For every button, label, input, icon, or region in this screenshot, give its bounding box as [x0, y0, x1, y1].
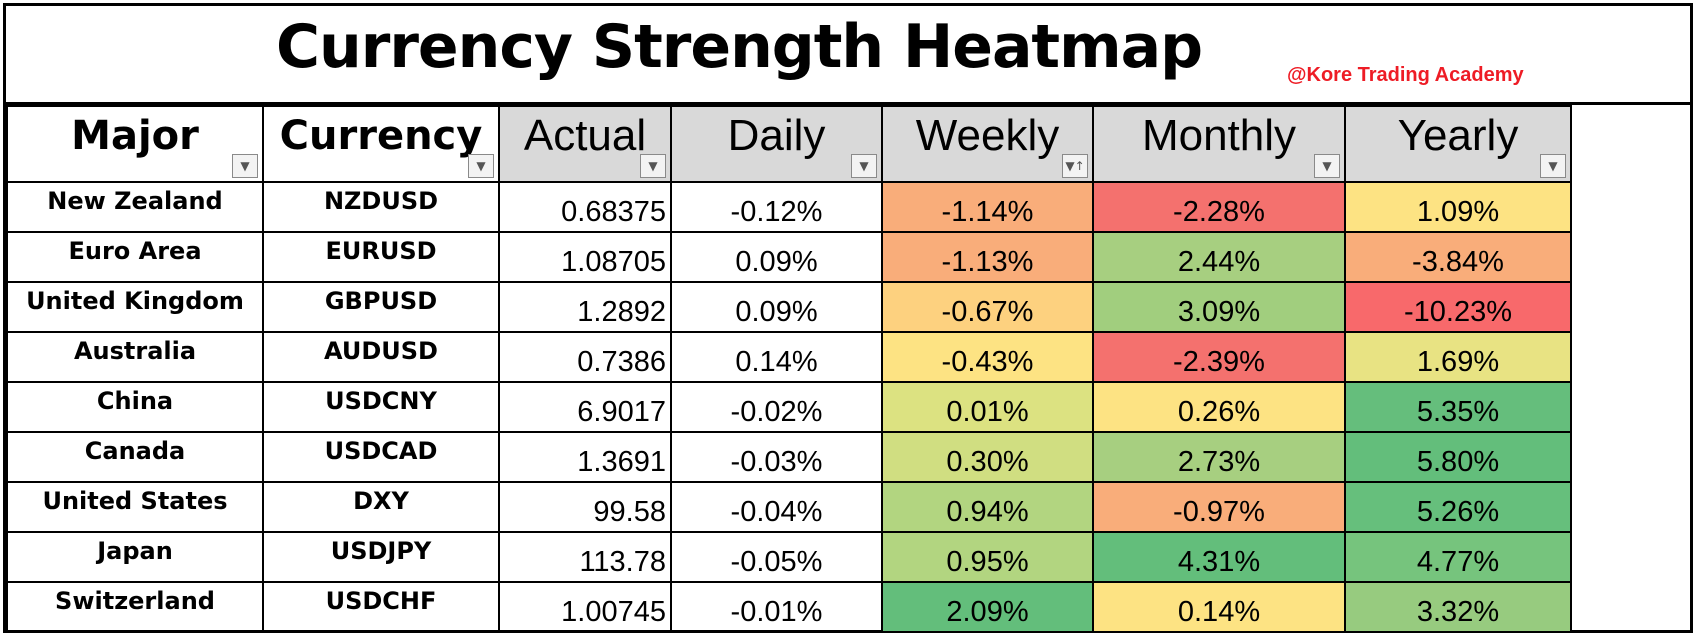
yearly-cell[interactable]: 5.80%: [1344, 431, 1572, 483]
daily-cell[interactable]: -0.03%: [670, 431, 883, 483]
daily-cell[interactable]: -0.12%: [670, 181, 883, 233]
actual-cell[interactable]: 1.3691: [498, 431, 672, 483]
major-cell[interactable]: United States: [6, 481, 264, 533]
currency-cell[interactable]: EURUSD: [262, 231, 500, 283]
actual-cell[interactable]: 1.08705: [498, 231, 672, 283]
table-row: Euro Area EURUSD 1.08705 0.09% -1.13% 2.…: [6, 231, 1572, 283]
actual-cell[interactable]: 0.7386: [498, 331, 672, 383]
filter-dropdown-icon[interactable]: ▼: [1540, 154, 1566, 178]
daily-cell[interactable]: -0.05%: [670, 531, 883, 583]
column-header-major: Major ▼: [6, 105, 264, 183]
column-header-monthly: Monthly ▼: [1092, 105, 1346, 183]
currency-cell[interactable]: AUDUSD: [262, 331, 500, 383]
weekly-cell[interactable]: 0.30%: [881, 431, 1094, 483]
filter-dropdown-icon[interactable]: ▼: [232, 154, 258, 178]
daily-cell[interactable]: 0.09%: [670, 231, 883, 283]
column-header-major-label: Major: [71, 113, 199, 159]
table-row: China USDCNY 6.9017 -0.02% 0.01% 0.26% 5…: [6, 381, 1572, 433]
column-header-weekly: Weekly ▼↑: [881, 105, 1094, 183]
column-header-yearly-label: Yearly: [1397, 111, 1519, 160]
major-cell[interactable]: Switzerland: [6, 581, 264, 633]
monthly-cell[interactable]: 2.73%: [1092, 431, 1346, 483]
major-cell[interactable]: China: [6, 381, 264, 433]
monthly-cell[interactable]: 0.14%: [1092, 581, 1346, 633]
daily-cell[interactable]: 0.09%: [670, 281, 883, 333]
yearly-cell[interactable]: 3.32%: [1344, 581, 1572, 633]
header-row: Major ▼ Currency ▼ Actual ▼ Daily ▼ Week…: [6, 105, 1572, 183]
major-cell[interactable]: Japan: [6, 531, 264, 583]
column-header-currency: Currency ▼: [262, 105, 500, 183]
yearly-cell[interactable]: 1.09%: [1344, 181, 1572, 233]
monthly-cell[interactable]: 2.44%: [1092, 231, 1346, 283]
table-row: Japan USDJPY 113.78 -0.05% 0.95% 4.31% 4…: [6, 531, 1572, 583]
weekly-cell[interactable]: -1.13%: [881, 231, 1094, 283]
yearly-cell[interactable]: 1.69%: [1344, 331, 1572, 383]
weekly-cell[interactable]: 0.94%: [881, 481, 1094, 533]
actual-cell[interactable]: 1.2892: [498, 281, 672, 333]
actual-cell[interactable]: 99.58: [498, 481, 672, 533]
yearly-cell[interactable]: 5.26%: [1344, 481, 1572, 533]
actual-cell[interactable]: 0.68375: [498, 181, 672, 233]
credit-label: @Kore Trading Academy: [1287, 64, 1524, 86]
weekly-cell[interactable]: -0.67%: [881, 281, 1094, 333]
yearly-cell[interactable]: 4.77%: [1344, 531, 1572, 583]
monthly-cell[interactable]: 3.09%: [1092, 281, 1346, 333]
filter-dropdown-icon[interactable]: ▼: [468, 154, 494, 178]
daily-cell[interactable]: -0.01%: [670, 581, 883, 633]
column-header-actual-label: Actual: [523, 111, 647, 160]
heatmap-table: Major ▼ Currency ▼ Actual ▼ Daily ▼ Week…: [6, 105, 1572, 633]
spreadsheet: Currency Strength Heatmap @Kore Trading …: [3, 3, 1693, 633]
yearly-cell[interactable]: -10.23%: [1344, 281, 1572, 333]
major-cell[interactable]: Euro Area: [6, 231, 264, 283]
weekly-cell[interactable]: 2.09%: [881, 581, 1094, 633]
column-header-weekly-label: Weekly: [915, 111, 1060, 160]
currency-cell[interactable]: GBPUSD: [262, 281, 500, 333]
actual-cell[interactable]: 6.9017: [498, 381, 672, 433]
monthly-cell[interactable]: -2.28%: [1092, 181, 1346, 233]
actual-cell[interactable]: 113.78: [498, 531, 672, 583]
actual-cell[interactable]: 1.00745: [498, 581, 672, 633]
column-header-currency-label: Currency: [279, 113, 483, 159]
yearly-cell[interactable]: -3.84%: [1344, 231, 1572, 283]
table-row: United States DXY 99.58 -0.04% 0.94% -0.…: [6, 481, 1572, 533]
monthly-cell[interactable]: -2.39%: [1092, 331, 1346, 383]
table-row: New Zealand NZDUSD 0.68375 -0.12% -1.14%…: [6, 181, 1572, 233]
column-header-monthly-label: Monthly: [1141, 111, 1297, 160]
table-row: Australia AUDUSD 0.7386 0.14% -0.43% -2.…: [6, 331, 1572, 383]
monthly-cell[interactable]: 4.31%: [1092, 531, 1346, 583]
weekly-cell[interactable]: 0.01%: [881, 381, 1094, 433]
table-row: Switzerland USDCHF 1.00745 -0.01% 2.09% …: [6, 581, 1572, 633]
filter-dropdown-icon[interactable]: ▼: [1314, 154, 1340, 178]
currency-cell[interactable]: USDCNY: [262, 381, 500, 433]
title-bar: Currency Strength Heatmap @Kore Trading …: [6, 6, 1690, 105]
currency-cell[interactable]: USDCAD: [262, 431, 500, 483]
page-title: Currency Strength Heatmap: [276, 12, 1203, 82]
major-cell[interactable]: Canada: [6, 431, 264, 483]
column-header-yearly: Yearly ▼: [1344, 105, 1572, 183]
daily-cell[interactable]: -0.04%: [670, 481, 883, 533]
column-header-daily-label: Daily: [727, 111, 826, 160]
sort-filter-icon[interactable]: ▼↑: [1062, 154, 1088, 178]
monthly-cell[interactable]: -0.97%: [1092, 481, 1346, 533]
table-row: United Kingdom GBPUSD 1.2892 0.09% -0.67…: [6, 281, 1572, 333]
weekly-cell[interactable]: -0.43%: [881, 331, 1094, 383]
column-header-actual: Actual ▼: [498, 105, 672, 183]
column-header-daily: Daily ▼: [670, 105, 883, 183]
currency-cell[interactable]: DXY: [262, 481, 500, 533]
currency-cell[interactable]: USDCHF: [262, 581, 500, 633]
weekly-cell[interactable]: -1.14%: [881, 181, 1094, 233]
currency-cell[interactable]: USDJPY: [262, 531, 500, 583]
major-cell[interactable]: United Kingdom: [6, 281, 264, 333]
filter-dropdown-icon[interactable]: ▼: [851, 154, 877, 178]
daily-cell[interactable]: -0.02%: [670, 381, 883, 433]
table-row: Canada USDCAD 1.3691 -0.03% 0.30% 2.73% …: [6, 431, 1572, 483]
weekly-cell[interactable]: 0.95%: [881, 531, 1094, 583]
daily-cell[interactable]: 0.14%: [670, 331, 883, 383]
monthly-cell[interactable]: 0.26%: [1092, 381, 1346, 433]
yearly-cell[interactable]: 5.35%: [1344, 381, 1572, 433]
major-cell[interactable]: New Zealand: [6, 181, 264, 233]
major-cell[interactable]: Australia: [6, 331, 264, 383]
filter-dropdown-icon[interactable]: ▼: [640, 154, 666, 178]
currency-cell[interactable]: NZDUSD: [262, 181, 500, 233]
